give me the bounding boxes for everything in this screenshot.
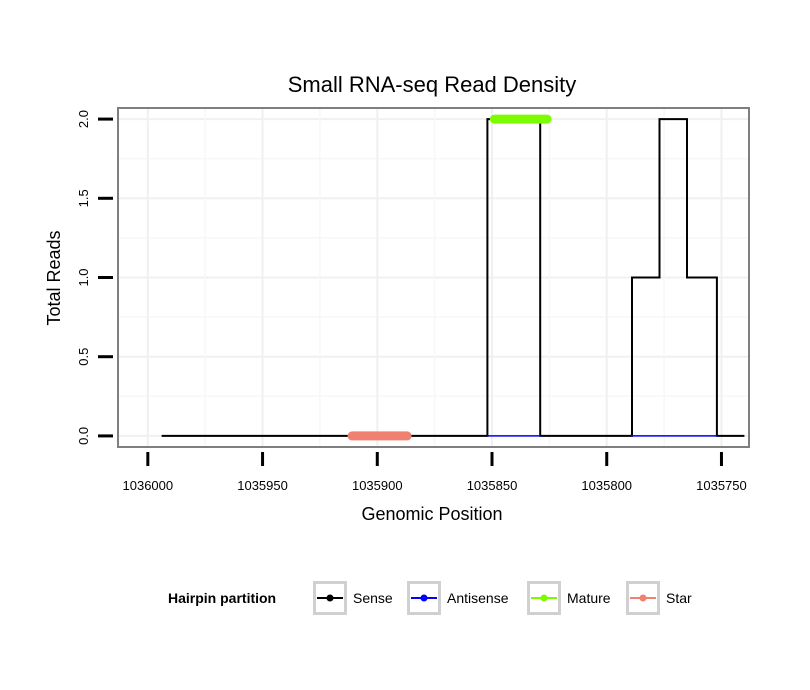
legend-dot-star <box>639 594 647 602</box>
y-tick-label: 1.0 <box>76 268 91 286</box>
x-tick-label: 1035850 <box>467 478 518 493</box>
legend-label-sense: Sense <box>353 590 393 606</box>
y-tick-label: 1.5 <box>76 189 91 207</box>
legend-dot-antisense <box>420 594 428 602</box>
legend-label-antisense: Antisense <box>447 590 509 606</box>
series-layer <box>161 114 745 441</box>
plot-panel <box>117 107 750 448</box>
x-axis: 1036000 1035950 1035900 1035850 1035800 10357… <box>123 452 747 493</box>
x-tick-label: 1035750 <box>696 478 747 493</box>
legend-label-mature: Mature <box>567 590 611 606</box>
grid <box>118 108 749 447</box>
x-tick-label: 1035950 <box>237 478 288 493</box>
x-axis-title: Genomic Position <box>361 504 502 524</box>
x-tick-label: 1035900 <box>352 478 403 493</box>
y-tick-label: 0.5 <box>76 348 91 366</box>
y-axis: 0.0 0.5 1.0 1.5 2.0 <box>76 110 113 445</box>
y-tick-label: 2.0 <box>76 110 91 128</box>
chart-title: Small RNA-seq Read Density <box>288 72 577 97</box>
legend-title: Hairpin partition <box>168 590 276 606</box>
legend-dot-mature <box>540 594 548 602</box>
legend-label-star: Star <box>666 590 692 606</box>
x-tick-label: 1035800 <box>581 478 632 493</box>
legend: Hairpin partition Sense Antisense Mature St… <box>168 581 692 615</box>
y-axis-title: Total Reads <box>44 230 64 325</box>
y-tick-label: 0.0 <box>76 427 91 445</box>
x-tick-label: 1036000 <box>123 478 174 493</box>
legend-dot-sense <box>326 594 334 602</box>
